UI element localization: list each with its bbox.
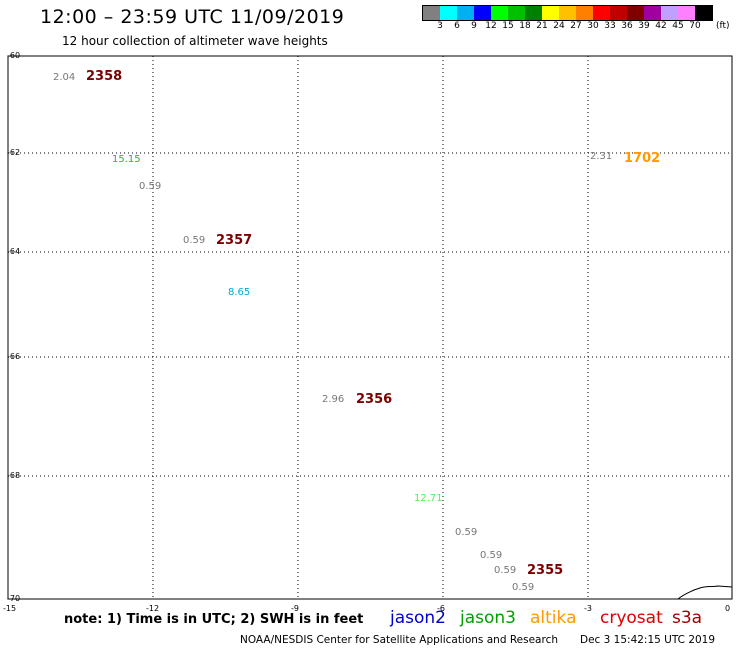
- colorbar-swatch: [440, 6, 457, 20]
- colorbar-swatch: [610, 6, 627, 20]
- colorbar-swatch: [542, 6, 559, 20]
- latitude-label: -62: [7, 148, 21, 157]
- latitude-label: -66: [7, 352, 21, 361]
- units-note: note: 1) Time is in UTC; 2) SWH is in fe…: [64, 612, 364, 627]
- coastline: [677, 585, 733, 600]
- colorbar-swatch: [678, 6, 695, 20]
- wave-height-colorbar: [422, 5, 713, 21]
- colorbar-swatch: [661, 6, 678, 20]
- colorbar-swatch: [593, 6, 610, 20]
- colorbar-tick-label: 36: [621, 21, 633, 31]
- colorbar-swatch: [423, 6, 440, 20]
- colorbar-swatch: [474, 6, 491, 20]
- colorbar-tick-label: 3: [437, 21, 443, 31]
- longitude-label: -3: [584, 604, 592, 613]
- colorbar-tick-label: 18: [519, 21, 531, 31]
- credit-line: NOAA/NESDIS Center for Satellite Applica…: [240, 634, 558, 646]
- satellite-legend-jason2: jason2: [390, 608, 446, 628]
- wave-height-value: 2.31: [590, 151, 613, 162]
- latitude-label: -68: [7, 471, 21, 480]
- satellite-legend-s3a: s3a: [672, 608, 703, 628]
- colorbar-swatch: [525, 6, 542, 20]
- longitude-label: 0: [725, 604, 731, 613]
- page-subtitle: 12 hour collection of altimeter wave hei…: [62, 34, 328, 48]
- graticule: [8, 56, 732, 599]
- wave-height-value: 8.65: [228, 287, 251, 298]
- wave-height-value: 0.59: [455, 527, 478, 538]
- colorbar-tick-label: 42: [655, 21, 667, 31]
- colorbar-swatch: [457, 6, 474, 20]
- colorbar-swatch: [644, 6, 661, 20]
- colorbar-tick-label: 24: [553, 21, 565, 31]
- colorbar-swatch: [508, 6, 525, 20]
- latitude-label: -64: [7, 247, 21, 256]
- longitude-label: -6: [437, 604, 445, 613]
- colorbar-tick-label: 45: [672, 21, 684, 31]
- colorbar-tick-label: 30: [587, 21, 599, 31]
- page-title: 12:00 – 23:59 UTC 11/09/2019: [40, 6, 345, 28]
- colorbar-tick-label: 6: [454, 21, 460, 31]
- colorbar-unit: (ft): [716, 21, 730, 31]
- pass-time-label: 2356: [356, 392, 393, 407]
- colorbar-tick-label: 21: [536, 21, 548, 31]
- latitude-label: -60: [7, 51, 21, 60]
- colorbar-tick-label: 39: [638, 21, 650, 31]
- wave-height-value: 0.59: [183, 235, 206, 246]
- wave-height-value: 0.59: [480, 550, 503, 561]
- colorbar-swatch: [559, 6, 576, 20]
- longitude-label: -15: [3, 604, 17, 613]
- colorbar-swatch: [576, 6, 593, 20]
- pass-time-label: 2357: [216, 233, 253, 248]
- wave-height-value: 0.59: [494, 565, 517, 576]
- wave-height-value: 0.59: [512, 582, 535, 593]
- colorbar-swatch: [491, 6, 508, 20]
- satellite-legend-altika: altika: [530, 608, 577, 628]
- colorbar-tick-label: 15: [502, 21, 514, 31]
- wave-height-value: 0.59: [139, 181, 162, 192]
- colorbar-tick-label: 9: [471, 21, 477, 31]
- wave-height-value: 12.71: [414, 493, 443, 504]
- colorbar-swatch: [627, 6, 644, 20]
- wave-height-value: 1702: [624, 151, 661, 166]
- colorbar-tick-label: 27: [570, 21, 582, 31]
- longitude-label: -12: [146, 604, 160, 613]
- colorbar-tick-label: 33: [604, 21, 616, 31]
- wave-height-value: 2.96: [322, 394, 345, 405]
- timestamp: Dec 3 15:42:15 UTC 2019: [580, 634, 716, 646]
- colorbar-tick-label: 70: [689, 21, 701, 31]
- wave-height-value: 15.15: [112, 154, 141, 165]
- longitude-label: -9: [291, 604, 299, 613]
- pass-time-label: 2355: [527, 563, 564, 578]
- colorbar-swatch: [695, 6, 712, 20]
- satellite-legend-cryosat: cryosat: [600, 608, 663, 628]
- pass-time-label: 2358: [86, 69, 123, 84]
- colorbar-tick-label: 12: [485, 21, 497, 31]
- latitude-label: -70: [7, 594, 21, 603]
- satellite-legend-jason3: jason3: [460, 608, 516, 628]
- map-frame: [7, 55, 733, 600]
- wave-height-value: 2.04: [53, 72, 76, 83]
